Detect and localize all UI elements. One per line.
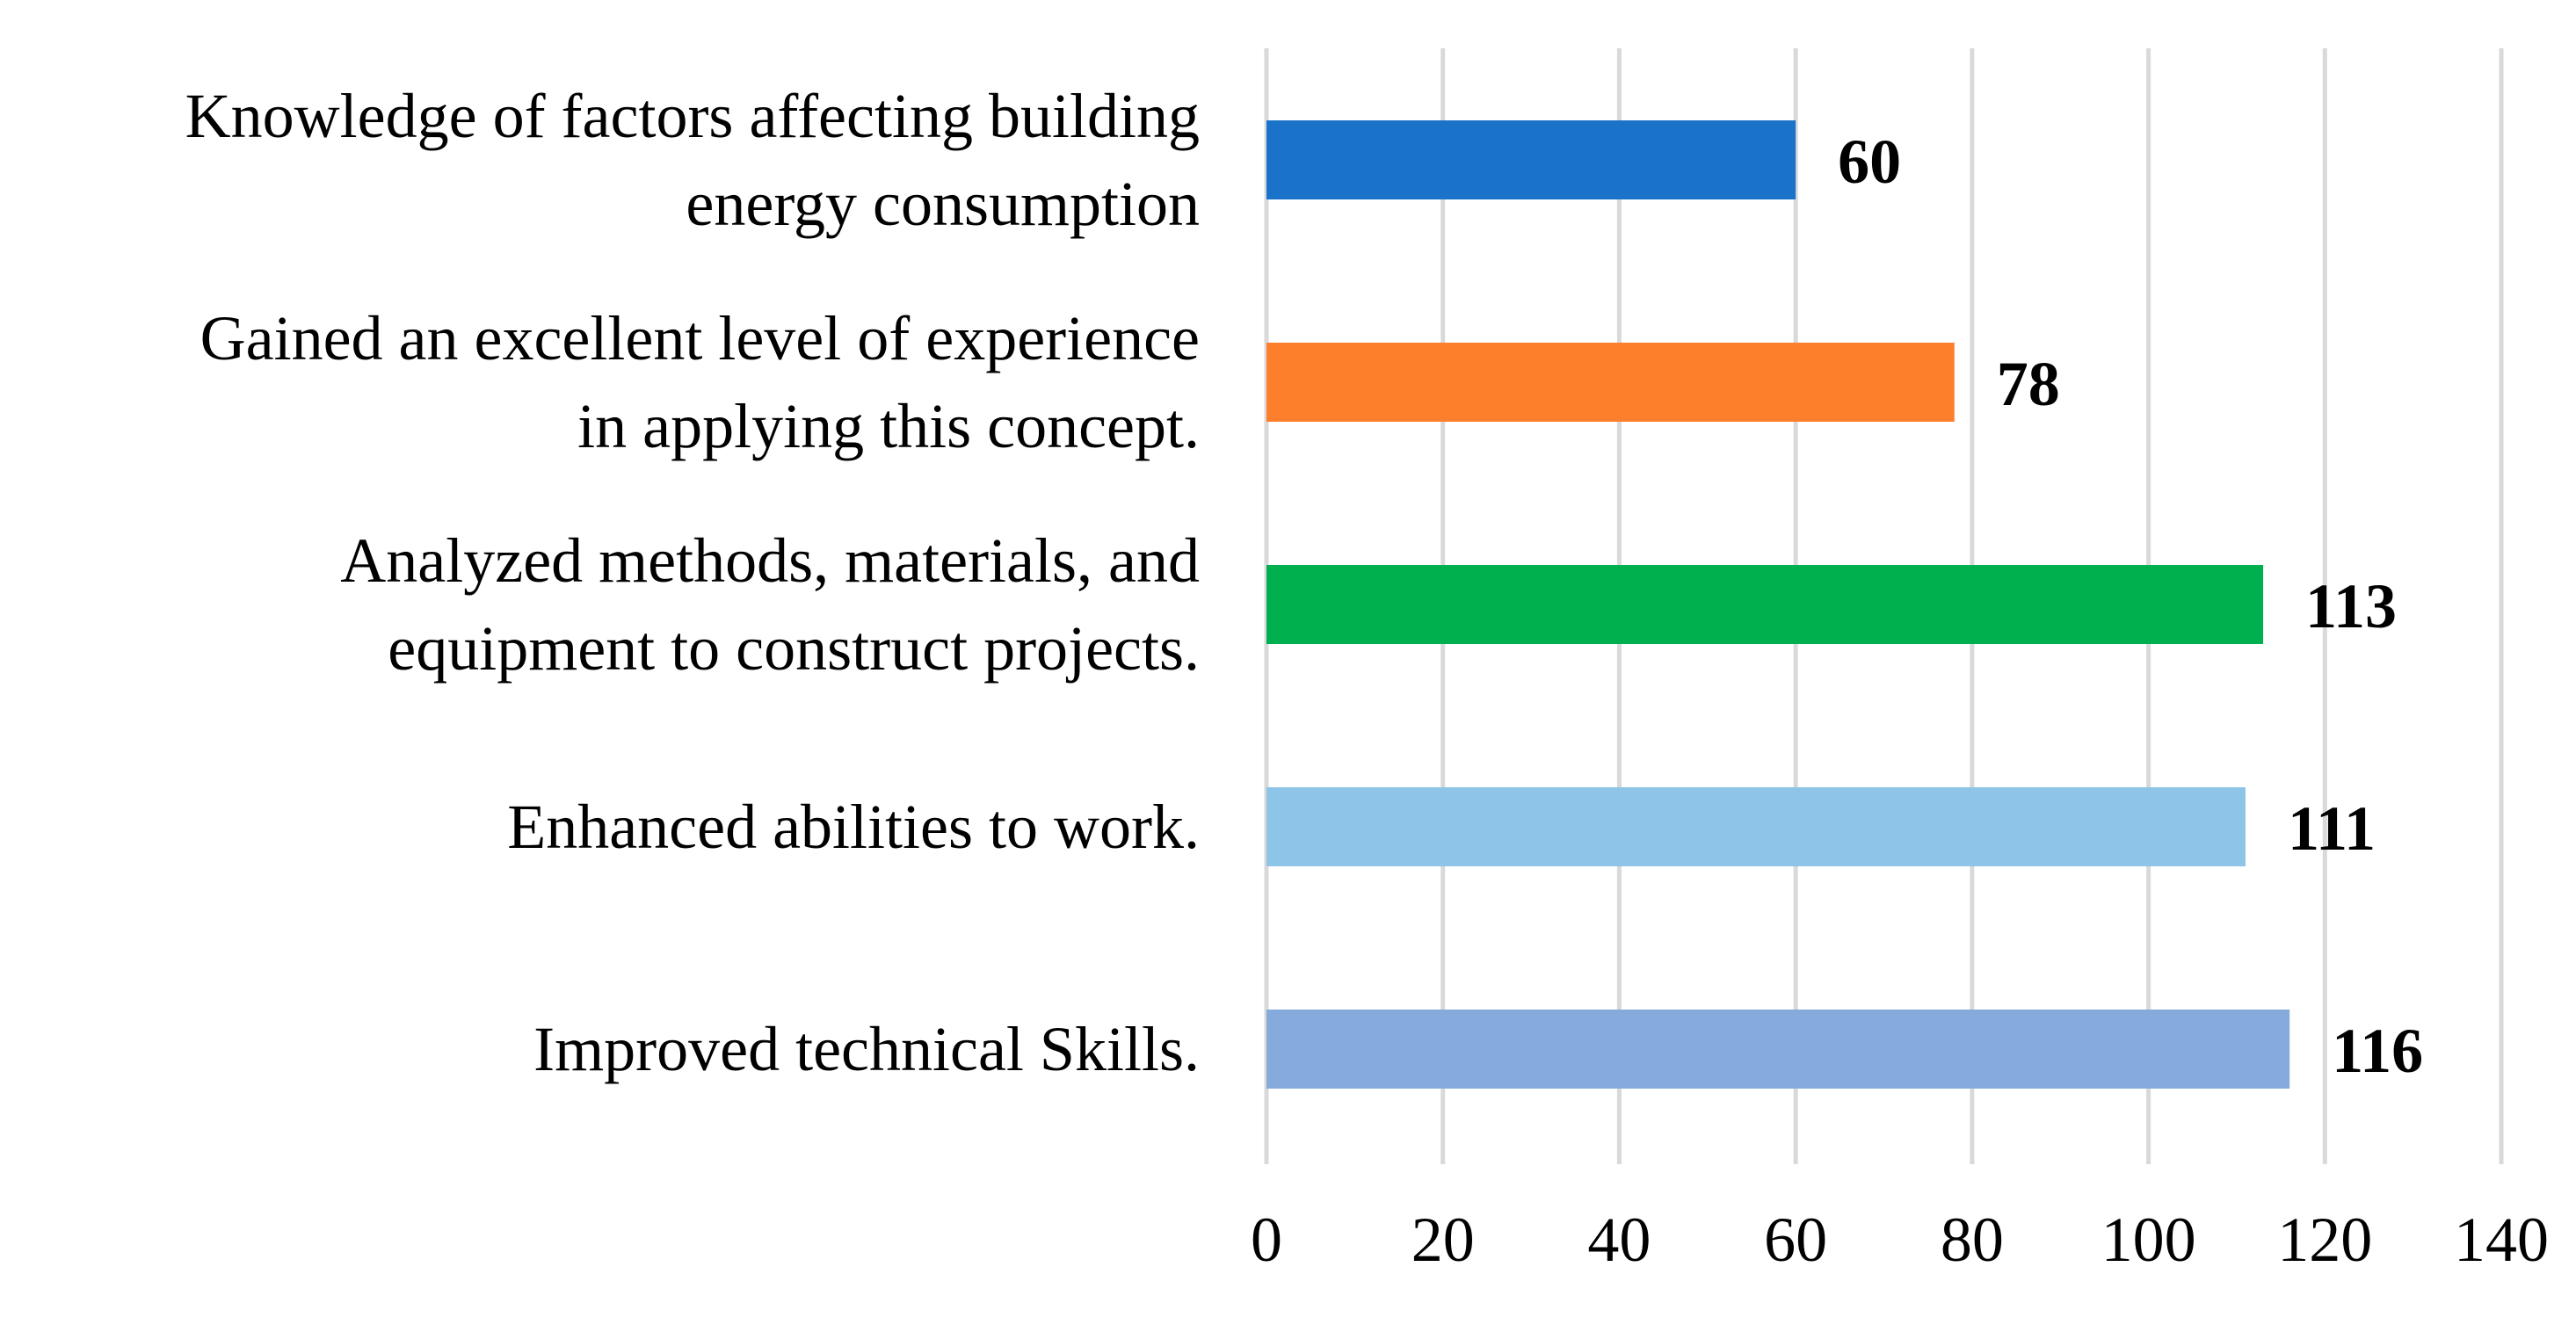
x-axis-tick-labels: 0 20 40 60 80 100 120 140 <box>1251 1205 2549 1275</box>
category-label-line: in applying this concept. <box>577 391 1200 461</box>
category-label-line: Gained an excellent level of experience <box>200 303 1200 373</box>
bars <box>1266 120 2290 1089</box>
value-labels: 60 78 113 111 116 <box>1838 127 2423 1086</box>
category-label: Improved technical Skills. <box>533 1014 1200 1084</box>
category-label: Gained an excellent level of experience i… <box>200 303 1200 461</box>
x-tick-label: 20 <box>1411 1205 1475 1275</box>
x-tick-label: 40 <box>1587 1205 1651 1275</box>
x-tick-label: 120 <box>2277 1205 2372 1275</box>
bar-value-label: 116 <box>2332 1016 2423 1086</box>
bar-value-label: 60 <box>1838 127 1901 197</box>
category-label-line: equipment to construct projects. <box>388 613 1200 684</box>
x-tick-label: 60 <box>1764 1205 1827 1275</box>
category-label-line: Knowledge of factors affecting building <box>185 81 1200 151</box>
bar <box>1266 787 2246 866</box>
category-label: Analyzed methods, materials, and equipmen… <box>340 525 1200 684</box>
bar <box>1266 120 1796 199</box>
x-tick-label: 0 <box>1251 1205 1282 1275</box>
category-label-line: Enhanced abilities to work. <box>507 792 1200 862</box>
category-label-line: energy consumption <box>686 169 1200 239</box>
category-label-line: Improved technical Skills. <box>533 1014 1200 1084</box>
x-tick-label: 140 <box>2454 1205 2549 1275</box>
bar <box>1266 1010 2290 1089</box>
x-tick-label: 80 <box>1941 1205 2004 1275</box>
bar-value-label: 113 <box>2305 571 2397 641</box>
category-label: Enhanced abilities to work. <box>507 792 1200 862</box>
category-label-line: Analyzed methods, materials, and <box>340 525 1200 596</box>
category-labels: Knowledge of factors affecting building e… <box>185 81 1200 1084</box>
bar-value-label: 111 <box>2288 793 2376 864</box>
bar-value-label: 78 <box>1997 349 2060 419</box>
x-tick-label: 100 <box>2101 1205 2196 1275</box>
category-label: Knowledge of factors affecting building e… <box>185 81 1200 239</box>
bar <box>1266 565 2264 644</box>
bar <box>1266 343 1955 422</box>
